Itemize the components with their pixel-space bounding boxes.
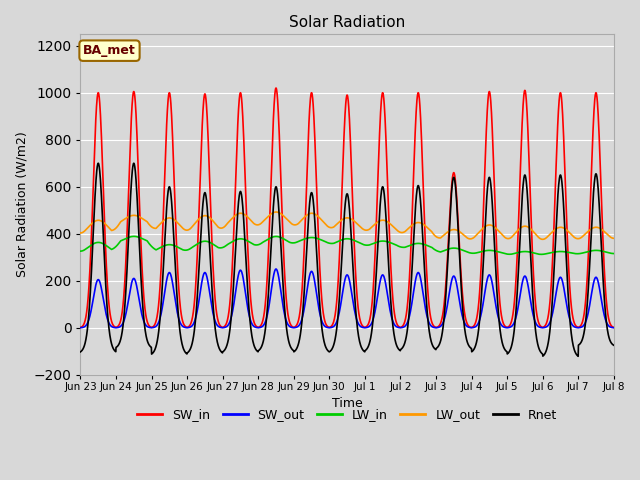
- LW_out: [610, 236, 618, 241]
- LW_in: [538, 252, 545, 257]
- SW_out: [363, 324, 371, 330]
- SW_out: [272, 266, 280, 272]
- LW_out: [539, 237, 547, 242]
- SW_in: [272, 85, 280, 91]
- LW_out: [225, 219, 233, 225]
- SW_out: [610, 325, 618, 331]
- SW_out: [502, 325, 510, 331]
- SW_in: [225, 307, 233, 312]
- LW_out: [272, 209, 280, 215]
- SW_in: [77, 324, 84, 330]
- LW_in: [77, 248, 84, 254]
- SW_in: [502, 324, 510, 330]
- LW_in: [563, 249, 571, 255]
- LW_out: [77, 230, 84, 236]
- LW_in: [578, 250, 586, 256]
- Rnet: [95, 160, 102, 166]
- SW_in: [468, 324, 476, 330]
- SW_out: [77, 325, 84, 331]
- Rnet: [225, 330, 233, 336]
- SW_in: [578, 321, 586, 326]
- Rnet: [363, 347, 371, 352]
- Y-axis label: Solar Radiation (W/m2): Solar Radiation (W/m2): [15, 132, 28, 277]
- Rnet: [610, 342, 618, 348]
- X-axis label: Time: Time: [332, 397, 362, 410]
- LW_out: [578, 234, 586, 240]
- LW_in: [225, 240, 233, 246]
- LW_in: [502, 251, 510, 257]
- SW_out: [563, 303, 571, 309]
- LW_in: [374, 239, 382, 245]
- LW_out: [374, 219, 382, 225]
- SW_in: [363, 324, 371, 329]
- LW_out: [363, 228, 371, 233]
- Rnet: [578, 338, 586, 344]
- Line: SW_out: SW_out: [81, 269, 614, 328]
- SW_in: [374, 170, 382, 176]
- Rnet: [374, 236, 382, 242]
- Rnet: [574, 353, 582, 359]
- SW_out: [578, 324, 586, 330]
- LW_in: [363, 242, 371, 248]
- SW_out: [225, 321, 233, 326]
- LW_in: [130, 233, 138, 239]
- LW_out: [563, 228, 571, 233]
- Line: Rnet: Rnet: [81, 163, 614, 356]
- Line: LW_out: LW_out: [81, 212, 614, 240]
- SW_in: [563, 228, 571, 234]
- Line: SW_in: SW_in: [81, 88, 614, 327]
- Text: BA_met: BA_met: [83, 44, 136, 57]
- Title: Solar Radiation: Solar Radiation: [289, 15, 405, 30]
- Rnet: [563, 267, 571, 273]
- SW_out: [374, 290, 382, 296]
- Line: LW_in: LW_in: [81, 236, 614, 254]
- LW_out: [502, 235, 510, 241]
- Rnet: [77, 349, 84, 355]
- Legend: SW_in, SW_out, LW_in, LW_out, Rnet: SW_in, SW_out, LW_in, LW_out, Rnet: [132, 404, 562, 427]
- Rnet: [502, 348, 510, 354]
- SW_in: [610, 324, 618, 330]
- LW_in: [610, 251, 618, 256]
